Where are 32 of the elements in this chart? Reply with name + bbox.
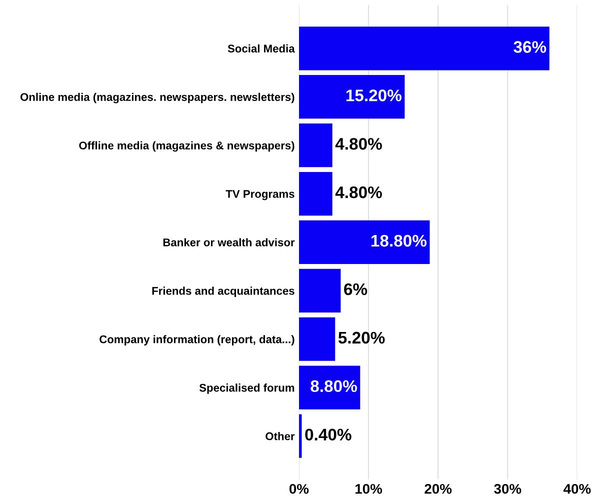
x-tick-label: 20% — [424, 484, 452, 494]
bar — [298, 26, 550, 70]
y-tick-label: Online media (magazines. newspapers. newsletters) — [20, 92, 294, 104]
x-tick-label: 30% — [494, 484, 522, 494]
y-tick-label: Company information (report, data...) — [100, 335, 294, 346]
y-tick-label: Specialised forum — [199, 384, 294, 394]
bar — [298, 75, 405, 119]
data-label: 6% — [344, 283, 368, 296]
bar — [298, 414, 302, 458]
data-label: 5.20% — [338, 332, 385, 344]
y-tick-label: Other — [266, 432, 295, 440]
data-label: 15.20% — [346, 90, 402, 102]
data-label: 4.80% — [335, 186, 382, 198]
bar — [298, 317, 336, 361]
y-tick-label: TV Programs — [226, 190, 294, 200]
x-tick-label: 40% — [564, 484, 591, 494]
data-label: 8.80% — [310, 380, 357, 392]
x-tick-label: 0% — [289, 484, 309, 494]
data-label: 4.80% — [335, 138, 382, 150]
y-tick-label: Social Media — [228, 44, 295, 53]
y-tick-label: Friends and acquaintances — [152, 286, 294, 298]
y-tick-label: Banker or wealth advisor — [163, 238, 295, 246]
bar — [298, 172, 332, 216]
data-label: 18.80% — [371, 234, 427, 247]
x-tick-label: 10% — [355, 484, 382, 494]
data-label: 36% — [514, 41, 546, 53]
bar — [298, 366, 360, 410]
bar — [298, 268, 341, 312]
y-tick-label: Offline media (magazines & newspapers) — [79, 141, 294, 152]
data-label: 0.40% — [305, 428, 352, 441]
bar — [298, 123, 332, 168]
bar — [298, 220, 430, 264]
